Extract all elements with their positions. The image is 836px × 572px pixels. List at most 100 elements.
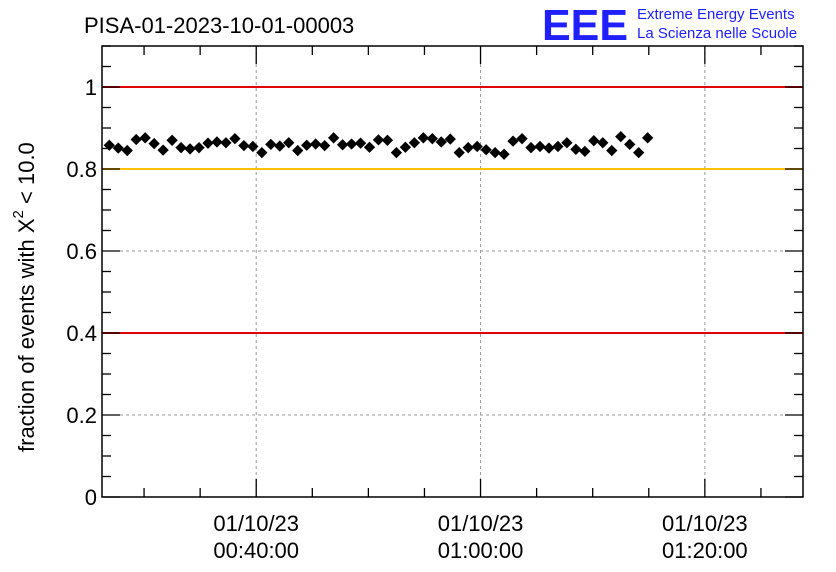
data-point	[283, 137, 295, 149]
point-marker	[175, 142, 187, 154]
x-tick-label-time: 01:00:00	[438, 538, 524, 563]
point-marker	[507, 135, 519, 147]
data-point	[435, 136, 447, 148]
data-point	[229, 133, 241, 145]
data-point	[543, 142, 555, 154]
point-marker	[390, 146, 403, 159]
x-tick-label-date: 01/10/23	[662, 511, 748, 536]
y-tick-label: 0.4	[66, 321, 97, 346]
data-point	[220, 137, 232, 149]
point-marker	[417, 132, 429, 144]
data-point	[498, 148, 510, 160]
data-point	[408, 137, 421, 149]
point-marker	[516, 133, 528, 145]
eee-logo: EEE Extreme Energy Events La Scienza nel…	[542, 1, 797, 50]
y-axis-label: fraction of events with Χ2 < 10.0	[10, 142, 39, 452]
data-point	[642, 132, 654, 144]
point-marker	[381, 134, 394, 146]
y-tick-label: 1	[85, 75, 97, 100]
point-marker	[148, 137, 160, 150]
data-point	[166, 134, 178, 146]
tick-labels: 00.20.40.60.8101/10/2300:40:0001/10/2301…	[66, 75, 747, 563]
data-point	[417, 132, 429, 144]
x-tick-label-date: 01/10/23	[438, 511, 524, 536]
point-marker	[283, 137, 295, 149]
point-marker	[543, 142, 555, 154]
data-point	[318, 139, 331, 152]
data-point	[615, 130, 627, 143]
data-point	[193, 142, 205, 154]
point-marker	[229, 133, 241, 145]
point-marker	[265, 138, 277, 151]
data-point	[301, 139, 313, 151]
grid-lines	[102, 46, 803, 497]
data-point	[363, 141, 376, 153]
point-marker	[462, 142, 474, 154]
data-point	[471, 140, 483, 153]
data-point	[310, 138, 322, 150]
data-point	[633, 146, 645, 159]
point-marker	[310, 138, 322, 150]
data-point	[552, 140, 564, 153]
point-marker	[193, 142, 205, 154]
data-point	[561, 137, 573, 149]
point-marker	[399, 141, 412, 153]
point-marker	[112, 142, 124, 154]
point-marker	[139, 132, 151, 144]
data-point	[247, 140, 259, 153]
data-point	[606, 144, 618, 157]
data-point	[597, 137, 609, 149]
data-point	[327, 132, 340, 144]
point-marker	[561, 137, 573, 149]
point-marker	[202, 137, 214, 149]
point-marker	[354, 137, 367, 149]
point-marker	[471, 140, 483, 153]
data-point	[444, 133, 456, 145]
y-axis-label-superscript: 2	[10, 210, 27, 218]
data-point	[157, 144, 169, 156]
point-marker	[292, 144, 304, 157]
chart-title: PISA-01-2023-10-01-00003	[84, 13, 354, 38]
eee-logo-mark: EEE	[542, 1, 628, 50]
x-tick-label-date: 01/10/23	[213, 511, 299, 536]
data-point	[534, 140, 546, 153]
data-point	[175, 142, 187, 154]
y-axis-label-prefix: fraction of events with Χ	[14, 218, 39, 452]
eee-logo-line1: Extreme Energy Events	[637, 6, 795, 23]
point-marker	[220, 137, 232, 149]
data-point	[274, 140, 286, 152]
y-tick-label: 0.2	[66, 403, 97, 428]
point-marker	[247, 140, 259, 153]
point-marker	[435, 136, 447, 148]
point-marker	[157, 144, 169, 156]
point-marker	[615, 130, 627, 143]
data-point	[390, 146, 403, 159]
y-axis-label-suffix: < 10.0	[14, 142, 39, 210]
data-point	[292, 144, 304, 157]
data-point	[103, 139, 115, 151]
point-marker	[588, 135, 600, 147]
point-marker	[642, 132, 654, 144]
point-marker	[103, 139, 115, 151]
point-marker	[238, 139, 250, 152]
point-marker	[453, 146, 465, 159]
point-marker	[444, 133, 456, 145]
x-tick-label-time: 01:20:00	[662, 538, 748, 563]
data-points	[103, 130, 654, 160]
point-marker	[130, 133, 142, 146]
data-point	[184, 143, 196, 155]
data-point	[345, 138, 358, 150]
data-point	[516, 133, 528, 145]
point-marker	[363, 141, 376, 153]
data-point	[426, 133, 438, 145]
data-point	[462, 142, 474, 154]
data-point	[148, 137, 160, 150]
eee-logo-line2: La Scienza nelle Scuole	[637, 25, 797, 42]
point-marker	[408, 137, 421, 149]
point-marker	[345, 138, 358, 150]
point-marker	[489, 146, 501, 159]
data-point	[489, 146, 501, 159]
reference-lines	[102, 86, 803, 334]
point-marker	[372, 134, 385, 146]
